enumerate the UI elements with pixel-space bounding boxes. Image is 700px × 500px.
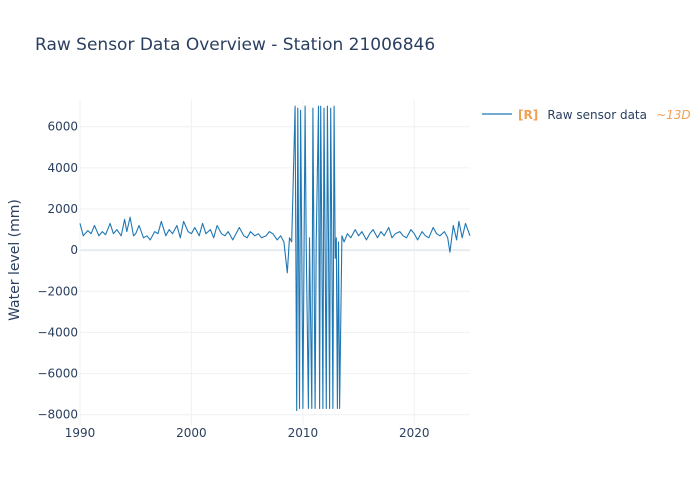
plot-area [79,105,471,412]
legend-entry: [R] Raw sensor data ~13D [518,104,691,123]
legend-series-name: Raw sensor data [547,108,647,122]
x-tick-label: 2000 [176,426,207,440]
legend-period: ~13D [656,108,691,122]
series-line-raw-sensor-data [79,105,471,412]
y-tick-label: −2000 [37,284,78,298]
legend-tag: [R] [518,108,538,122]
y-tick-label: 0 [70,243,78,257]
x-tick-label: 2020 [399,426,430,440]
y-tick-label: 6000 [47,120,78,134]
y-tick-label: 4000 [47,161,78,175]
y-tick-label: −4000 [37,325,78,339]
x-tick-label: 2010 [288,426,319,440]
x-tick-label: 1990 [65,426,96,440]
x-axis-ticks: 1990 2000 2010 2020 [65,426,430,440]
y-axis-ticks: −8000 −6000 −4000 −2000 0 2000 4000 6000 [37,120,78,422]
legend[interactable]: [R] Raw sensor data ~13D [482,104,691,123]
grid [79,100,470,425]
chart-title: Raw Sensor Data Overview - Station 21006… [35,35,435,55]
y-tick-label: 2000 [47,202,78,216]
y-tick-label: −6000 [37,367,78,381]
y-axis-title: Water level (mm) [7,199,23,321]
y-tick-label: −8000 [37,408,78,422]
